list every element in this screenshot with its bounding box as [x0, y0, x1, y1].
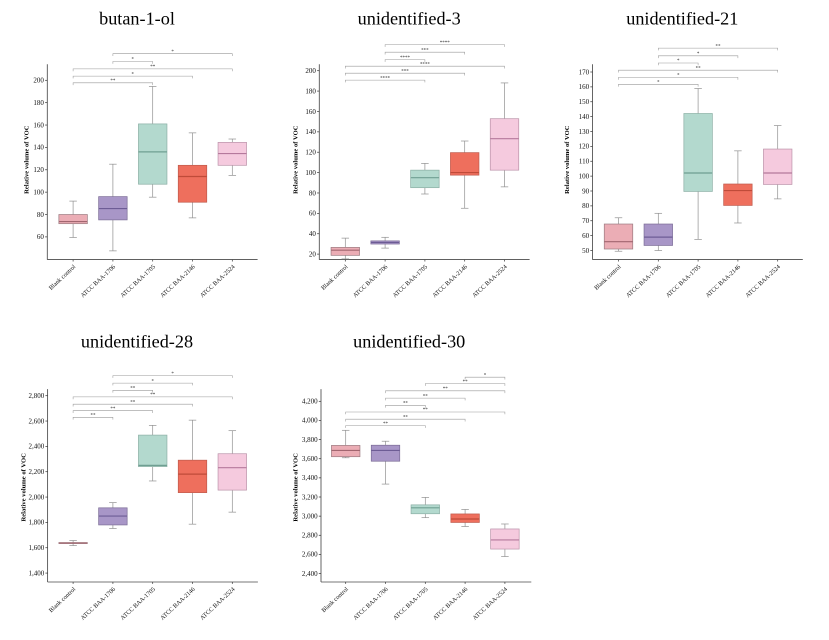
svg-text:2,800: 2,800 [28, 392, 44, 400]
svg-text:unidentified-28: unidentified-28 [81, 332, 193, 352]
svg-text:100: 100 [305, 169, 316, 177]
svg-text:**: ** [383, 422, 389, 427]
svg-text:120: 120 [305, 149, 316, 157]
svg-text:60: 60 [37, 233, 45, 241]
svg-text:80: 80 [309, 189, 317, 197]
svg-text:100: 100 [579, 172, 590, 180]
svg-text:2,600: 2,600 [28, 417, 44, 425]
svg-text:160: 160 [579, 83, 590, 91]
svg-text:**: ** [403, 402, 409, 407]
svg-text:2,400: 2,400 [28, 443, 44, 451]
svg-text:70: 70 [582, 217, 590, 225]
svg-text:140: 140 [579, 113, 590, 121]
svg-text:Relative volume of VOC: Relative volume of VOC [24, 125, 31, 194]
svg-text:100: 100 [33, 188, 44, 196]
svg-text:*: * [657, 81, 660, 86]
svg-text:**: ** [443, 387, 449, 392]
svg-text:**: ** [423, 394, 429, 399]
svg-text:2,200: 2,200 [28, 468, 44, 476]
svg-text:2,000: 2,000 [28, 493, 44, 501]
svg-text:3,000: 3,000 [302, 512, 318, 520]
svg-text:****: **** [440, 41, 451, 46]
svg-text:200: 200 [33, 77, 44, 85]
svg-text:150: 150 [579, 98, 590, 106]
svg-text:3,600: 3,600 [302, 455, 318, 463]
svg-text:2,400: 2,400 [302, 570, 318, 578]
svg-text:160: 160 [305, 108, 316, 116]
svg-text:unidentified-30: unidentified-30 [353, 332, 465, 352]
svg-text:**: ** [110, 79, 116, 84]
svg-text:Relative volume of VOC: Relative volume of VOC [21, 453, 28, 522]
svg-text:40: 40 [309, 230, 317, 238]
svg-text:**: ** [150, 393, 156, 398]
svg-text:20: 20 [309, 250, 317, 258]
svg-text:*: * [151, 379, 154, 384]
svg-text:**: ** [91, 414, 97, 419]
svg-text:**: ** [130, 400, 136, 405]
svg-text:3,200: 3,200 [302, 493, 318, 501]
svg-text:**: ** [463, 380, 469, 385]
svg-text:3,800: 3,800 [302, 436, 318, 444]
svg-text:3,400: 3,400 [302, 474, 318, 482]
svg-text:140: 140 [33, 144, 44, 152]
svg-text:1,600: 1,600 [28, 544, 44, 552]
svg-text:60: 60 [309, 210, 317, 218]
svg-text:140: 140 [305, 128, 316, 136]
svg-text:butan-1-ol: butan-1-ol [99, 9, 175, 29]
svg-text:4,200: 4,200 [302, 398, 318, 406]
svg-text:160: 160 [33, 121, 44, 129]
svg-text:130: 130 [579, 128, 590, 136]
svg-text:**: ** [110, 407, 116, 412]
svg-text:80: 80 [37, 211, 45, 219]
svg-text:90: 90 [582, 187, 590, 195]
svg-text:unidentified-3: unidentified-3 [358, 9, 461, 29]
svg-text:**: ** [403, 415, 409, 420]
svg-text:***: *** [401, 69, 409, 74]
svg-text:1,800: 1,800 [28, 519, 44, 527]
svg-text:120: 120 [33, 166, 44, 174]
svg-text:**: ** [150, 65, 156, 70]
svg-text:**: ** [130, 387, 136, 392]
svg-text:4,000: 4,000 [302, 417, 318, 425]
svg-text:**: ** [716, 44, 722, 49]
svg-text:200: 200 [305, 67, 316, 75]
svg-text:180: 180 [305, 87, 316, 95]
svg-text:Relative volume of VOC: Relative volume of VOC [292, 125, 299, 194]
svg-text:170: 170 [579, 68, 590, 76]
svg-text:120: 120 [579, 143, 590, 151]
svg-text:****: **** [380, 76, 391, 81]
svg-text:***: *** [421, 48, 429, 53]
svg-text:*: * [171, 50, 174, 55]
svg-text:unidentified-21: unidentified-21 [626, 9, 738, 29]
svg-text:2,800: 2,800 [302, 532, 318, 540]
svg-text:Relative volume of VOC: Relative volume of VOC [293, 453, 300, 522]
svg-text:60: 60 [582, 232, 590, 240]
svg-text:110: 110 [579, 158, 590, 166]
svg-text:****: **** [400, 56, 411, 61]
svg-text:****: **** [420, 62, 431, 67]
svg-text:*: * [132, 72, 135, 77]
svg-text:*: * [171, 372, 174, 377]
svg-text:*: * [484, 373, 487, 378]
svg-text:*: * [132, 58, 135, 63]
svg-text:2,600: 2,600 [302, 551, 318, 559]
svg-text:50: 50 [582, 247, 590, 255]
svg-text:*: * [697, 52, 700, 57]
svg-text:80: 80 [582, 202, 590, 210]
svg-text:*: * [677, 59, 680, 64]
svg-text:1,400: 1,400 [28, 569, 44, 577]
svg-text:*: * [677, 74, 680, 79]
svg-text:**: ** [423, 408, 429, 413]
svg-text:180: 180 [33, 99, 44, 107]
svg-text:**: ** [696, 66, 702, 71]
svg-text:Relative volume of VOC: Relative volume of VOC [564, 125, 571, 194]
